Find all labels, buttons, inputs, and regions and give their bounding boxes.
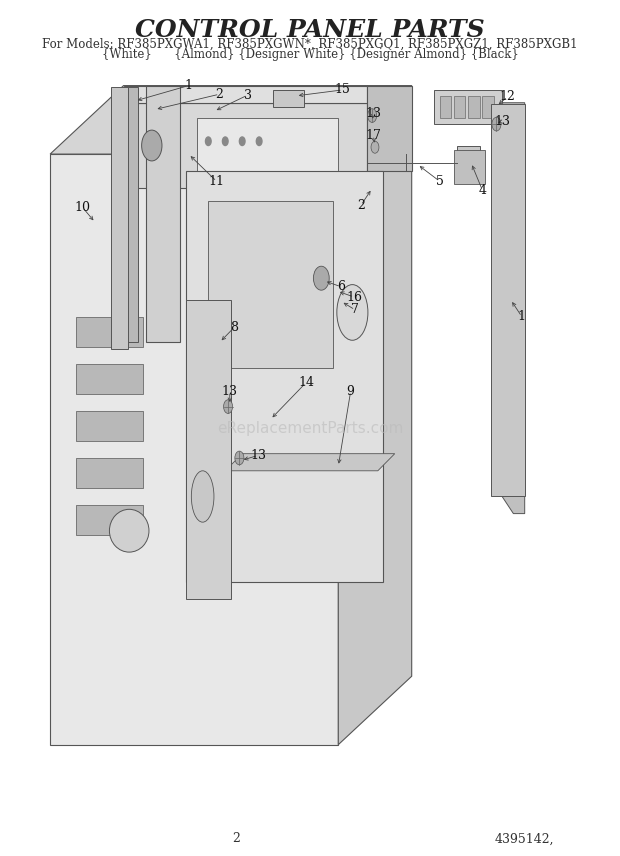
Ellipse shape — [109, 509, 149, 552]
Polygon shape — [440, 96, 451, 118]
Polygon shape — [482, 96, 494, 118]
Text: 13: 13 — [494, 115, 510, 128]
Polygon shape — [434, 90, 502, 124]
Circle shape — [235, 451, 244, 465]
Text: For Models: RF385PXGWA1, RF385PXGWN*, RF385PXGQ1, RF385PXGZ1, RF385PXGB1: For Models: RF385PXGWA1, RF385PXGWN*, RF… — [42, 38, 578, 51]
Polygon shape — [468, 96, 479, 118]
Circle shape — [371, 141, 379, 153]
Text: 15: 15 — [335, 83, 351, 97]
Polygon shape — [366, 86, 412, 171]
Polygon shape — [225, 454, 395, 471]
Polygon shape — [208, 201, 332, 368]
Polygon shape — [76, 411, 143, 441]
Text: 9: 9 — [347, 384, 355, 398]
Polygon shape — [502, 103, 525, 514]
Text: 7: 7 — [352, 303, 359, 317]
Polygon shape — [76, 505, 143, 535]
Circle shape — [239, 137, 245, 146]
Text: 13: 13 — [365, 107, 381, 121]
Circle shape — [492, 117, 501, 131]
Polygon shape — [457, 146, 479, 171]
Polygon shape — [123, 103, 366, 188]
Polygon shape — [273, 90, 304, 107]
Text: 1: 1 — [185, 79, 193, 92]
Circle shape — [256, 137, 262, 146]
Ellipse shape — [337, 284, 368, 341]
Text: 5: 5 — [436, 175, 444, 188]
Polygon shape — [454, 96, 466, 118]
Text: 4: 4 — [478, 183, 486, 197]
Text: 2: 2 — [232, 832, 241, 846]
Text: 10: 10 — [74, 200, 91, 214]
Polygon shape — [76, 317, 143, 347]
Text: 3: 3 — [244, 88, 252, 102]
Polygon shape — [454, 150, 485, 184]
Polygon shape — [339, 86, 412, 745]
Polygon shape — [76, 364, 143, 394]
Circle shape — [224, 400, 232, 413]
Circle shape — [141, 130, 162, 161]
Text: 17: 17 — [365, 128, 381, 142]
Circle shape — [205, 137, 211, 146]
Text: 13: 13 — [250, 449, 266, 462]
Text: 13: 13 — [222, 384, 237, 398]
Polygon shape — [491, 104, 525, 496]
Text: 11: 11 — [209, 175, 225, 188]
Circle shape — [368, 109, 377, 122]
Text: 14: 14 — [298, 376, 314, 389]
Text: eReplacementParts.com: eReplacementParts.com — [217, 420, 403, 436]
Text: 6: 6 — [337, 280, 345, 294]
Text: {White}      {Almond} {Designer White} {Designer Almond} {Black}: {White} {Almond} {Designer White} {Desig… — [102, 48, 518, 62]
Text: 8: 8 — [230, 321, 237, 335]
Circle shape — [223, 137, 228, 146]
Text: 16: 16 — [346, 290, 362, 304]
Polygon shape — [50, 154, 339, 745]
Text: 4395142,: 4395142, — [495, 832, 554, 846]
Text: 12: 12 — [500, 90, 516, 104]
Ellipse shape — [192, 471, 214, 522]
Polygon shape — [123, 86, 366, 103]
Polygon shape — [186, 300, 231, 599]
Circle shape — [313, 266, 329, 290]
Polygon shape — [50, 86, 412, 154]
Polygon shape — [126, 87, 138, 342]
Polygon shape — [197, 118, 339, 171]
Text: 2: 2 — [357, 199, 365, 212]
Polygon shape — [186, 171, 383, 582]
Text: CONTROL PANEL PARTS: CONTROL PANEL PARTS — [135, 18, 485, 42]
Text: 1: 1 — [518, 310, 526, 324]
Text: 2: 2 — [216, 87, 224, 101]
Polygon shape — [146, 86, 180, 342]
Polygon shape — [111, 87, 128, 349]
Polygon shape — [76, 458, 143, 488]
